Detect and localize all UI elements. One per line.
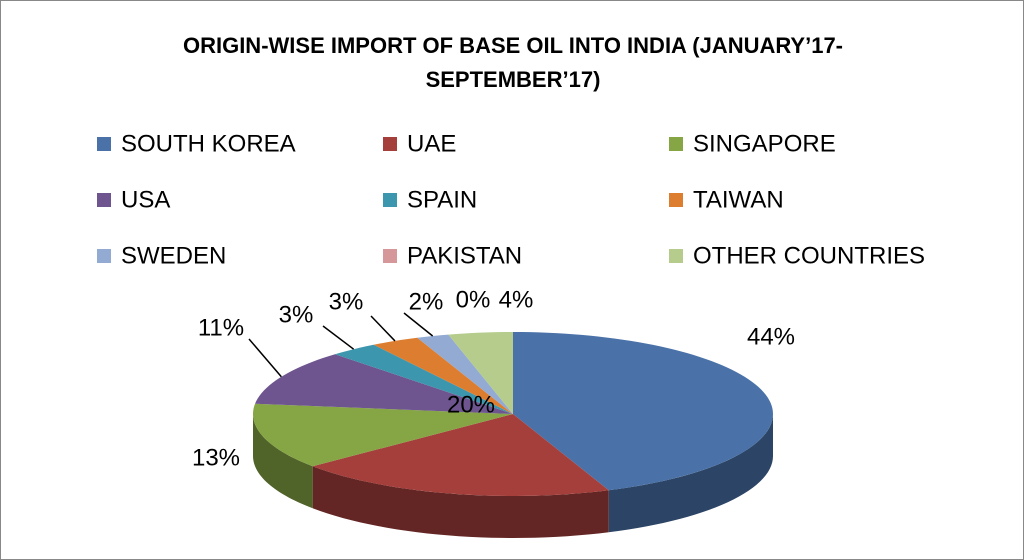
data-label: 44% (747, 323, 795, 350)
data-label: 0% (456, 286, 491, 313)
slice (335, 344, 513, 414)
slice (448, 332, 513, 414)
legend-swatch (97, 193, 111, 207)
legend-label: SWEDEN (121, 242, 226, 269)
legend-swatch (97, 249, 111, 263)
legend-label: PAKISTAN (407, 242, 522, 269)
slice (417, 334, 513, 414)
legend-label: USA (121, 186, 170, 213)
legend-swatch (383, 193, 397, 207)
leader-line (248, 338, 282, 378)
legend-swatch (383, 137, 397, 151)
data-label: 11% (198, 314, 244, 341)
slice-side (312, 466, 609, 538)
legend-label: OTHER COUNTRIES (693, 242, 925, 269)
leader-line (370, 315, 396, 342)
legend-label: UAE (407, 130, 456, 157)
legend-swatch (669, 137, 683, 151)
legend-label: SOUTH KOREA (121, 130, 296, 157)
slice-side (608, 414, 773, 533)
leader-line (322, 325, 355, 350)
legend-swatch (383, 249, 397, 263)
legend-label: SPAIN (407, 186, 477, 213)
data-label: 3% (329, 288, 364, 315)
data-label: 20% (447, 391, 495, 418)
slice (373, 337, 513, 414)
slice (513, 332, 773, 491)
legend-swatch (669, 249, 683, 263)
data-label: 4% (499, 286, 534, 313)
slice (312, 414, 609, 496)
leader-line (403, 312, 434, 337)
slice (253, 403, 513, 467)
legend-label: TAIWAN (693, 186, 784, 213)
data-label: 13% (192, 444, 240, 471)
slice-side (253, 414, 313, 509)
legend-label: SINGAPORE (693, 130, 836, 157)
data-label: 3% (279, 301, 314, 328)
legend-swatch (97, 137, 111, 151)
chart-title: ORIGIN-WISE IMPORT OF BASE OIL INTO INDI… (182, 33, 844, 92)
data-label: 2% (409, 288, 444, 315)
slice (255, 354, 513, 414)
legend-swatch (669, 193, 683, 207)
